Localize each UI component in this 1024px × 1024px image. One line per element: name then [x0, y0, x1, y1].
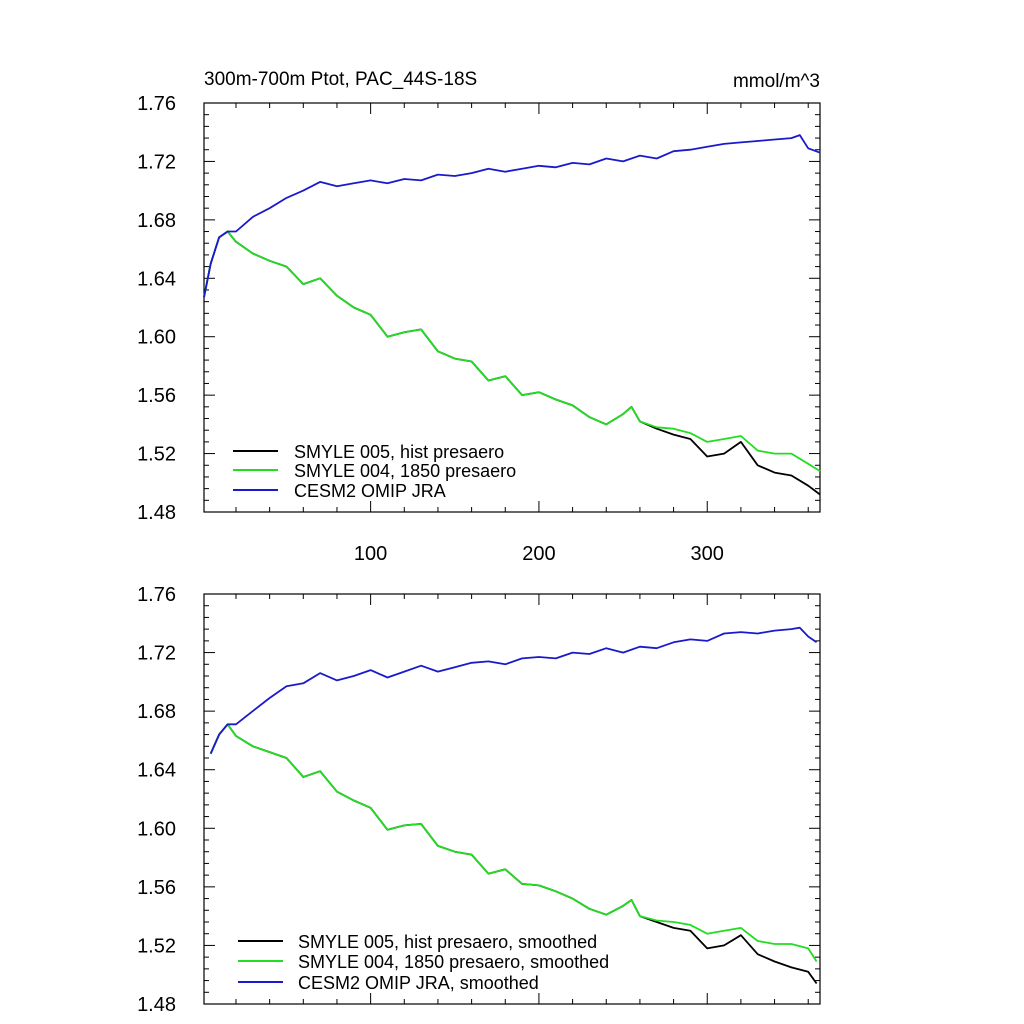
x-tick-label: 200 [522, 543, 555, 565]
y-tick-label: 1.56 [137, 385, 176, 407]
tick-marks-bottom [204, 593, 820, 1005]
legend-label-smyle005-smoothed: SMYLE 005, hist presaero, smoothed [298, 932, 597, 952]
y-tick-label: 1.72 [137, 643, 176, 665]
units-label: mmol/m^3 [733, 71, 820, 92]
series-line-smyle004 [203, 230, 821, 472]
x-tick-label: 300 [691, 543, 724, 565]
y-tick-label: 1.48 [137, 994, 176, 1016]
y-tick-label: 1.60 [137, 327, 176, 349]
x-tick-label: 100 [354, 543, 387, 565]
y-tick-label: 1.52 [137, 935, 176, 957]
plot-frame-bottom [203, 593, 821, 1005]
y-tick-labels-bottom: 1.48 1.52 1.56 1.60 1.64 1.68 1.72 1.76 [137, 584, 176, 1016]
series-line-smyle004-smoothed [209, 723, 818, 962]
panel-bottom: 1.48 1.52 1.56 1.60 1.64 1.68 1.72 1.76 SMYLE 0… [137, 584, 821, 1016]
legend-bottom: SMYLE 005, hist presaero, smoothed SMYLE… [238, 932, 609, 993]
series-line-omip [203, 134, 821, 298]
legend-label-smyle004-smoothed: SMYLE 004, 1850 presaero, smoothed [298, 952, 609, 972]
y-tick-label: 1.72 [137, 151, 176, 173]
legend-label-smyle005: SMYLE 005, hist presaero [294, 442, 504, 462]
y-tick-label: 1.48 [137, 502, 176, 524]
legend-top: SMYLE 005, hist presaero SMYLE 004, 1850… [233, 442, 516, 501]
y-tick-label: 1.52 [137, 444, 176, 466]
y-tick-label: 1.76 [137, 584, 176, 606]
y-tick-label: 1.76 [137, 93, 176, 115]
y-tick-label: 1.64 [137, 268, 176, 290]
panel-top: 300m-700m Ptot, PAC_44S-18S mmol/m^3 1.4… [137, 69, 821, 565]
tick-marks-top [204, 102, 820, 513]
series-lines-top [203, 134, 821, 496]
y-tick-label: 1.68 [137, 210, 176, 232]
legend-label-omip: CESM2 OMIP JRA [294, 481, 446, 501]
series-lines-bottom [209, 626, 818, 985]
series-line-omip-smoothed [209, 626, 818, 754]
y-tick-label: 1.64 [137, 760, 176, 782]
x-tick-labels-top: 100 200 300 [354, 543, 724, 565]
legend-label-smyle004: SMYLE 004, 1850 presaero [294, 461, 516, 481]
y-tick-label: 1.56 [137, 877, 176, 899]
y-tick-label: 1.60 [137, 818, 176, 840]
y-tick-label: 1.68 [137, 701, 176, 723]
legend-label-omip-smoothed: CESM2 OMIP JRA, smoothed [298, 973, 539, 993]
chart-title: 300m-700m Ptot, PAC_44S-18S [204, 69, 477, 90]
y-tick-labels-top: 1.48 1.52 1.56 1.60 1.64 1.68 1.72 1.76 [137, 93, 176, 524]
plot-frame-top [203, 102, 821, 513]
